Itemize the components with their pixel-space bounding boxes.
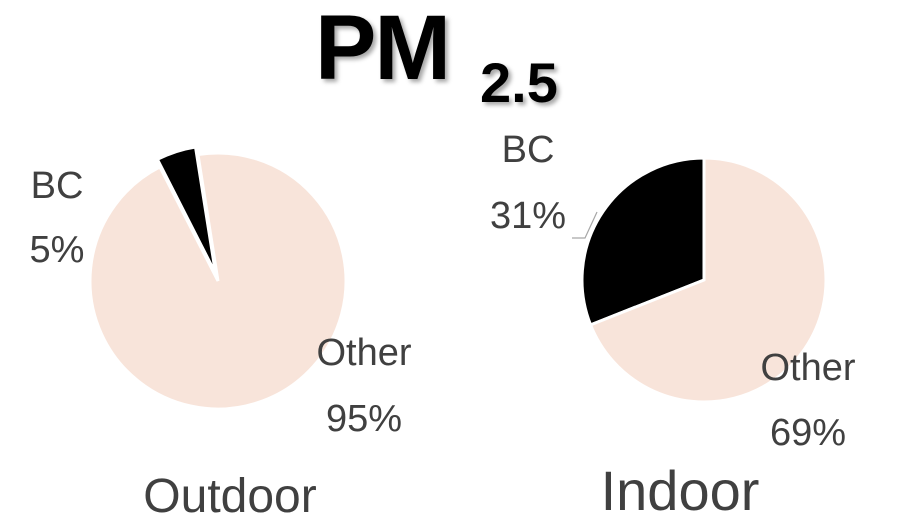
title-main: PM <box>315 0 451 99</box>
labels-indoor: BC 31% Other 69%Indoor <box>490 129 856 522</box>
pie-outdoor <box>88 145 348 411</box>
slice-value-bc: 5% <box>30 229 85 271</box>
slice-value-bc: 31% <box>490 195 566 237</box>
title-subscript: 2.5 <box>480 51 558 114</box>
slice-value-other: 69% <box>770 412 846 454</box>
labels-outdoor: BC 5% Other 95%Outdoor <box>30 165 412 523</box>
figure-title: PM 2.5 <box>0 0 897 125</box>
pie-slice-other <box>588 156 828 404</box>
pie-title-outdoor: Outdoor <box>143 470 316 523</box>
pie-slice-bc <box>580 156 706 327</box>
pie-indoor <box>580 156 828 404</box>
pie-title-indoor: Indoor <box>601 459 760 522</box>
leader-line-bc <box>572 211 598 239</box>
slice-label-other: Other <box>760 347 855 389</box>
pie-slice-other <box>88 151 348 411</box>
slice-label-bc: BC <box>502 129 555 171</box>
pie-slice-bc <box>155 145 218 275</box>
slice-value-other: 95% <box>326 398 402 440</box>
slice-label-other: Other <box>316 332 411 374</box>
slice-label-bc: BC <box>31 165 84 207</box>
